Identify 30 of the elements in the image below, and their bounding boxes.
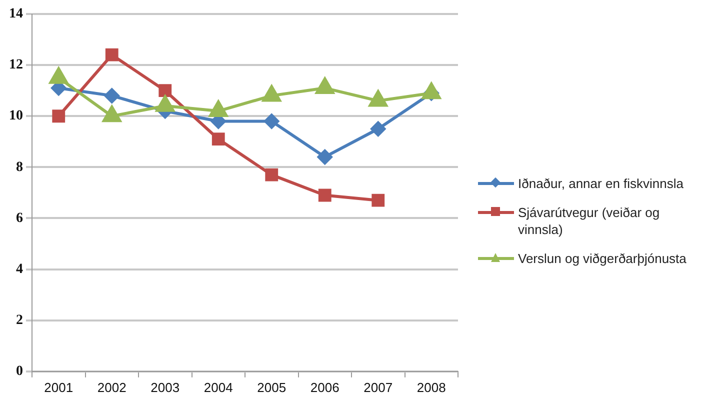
y-tick-label: 6 xyxy=(16,210,23,226)
y-tick-label: 8 xyxy=(16,160,23,175)
point xyxy=(370,121,386,136)
point xyxy=(212,132,225,146)
point xyxy=(317,149,332,164)
y-tick-label: 4 xyxy=(16,262,23,277)
x-tick-label: 2005 xyxy=(257,380,286,395)
x-tick-label: 2007 xyxy=(364,380,393,395)
point xyxy=(318,188,332,202)
y-tick-label: 0 xyxy=(16,364,23,380)
legend-label: Verslun og viðgerðarþjónusta xyxy=(518,250,688,267)
x-tick-label: 2002 xyxy=(97,380,126,395)
y-tick-label: 14 xyxy=(9,6,23,22)
x-tick-label: 2003 xyxy=(150,380,180,395)
y-tick-label: 10 xyxy=(9,108,23,124)
point xyxy=(372,194,385,207)
x-tick-label: 2006 xyxy=(310,380,340,395)
y-tick-label: 2 xyxy=(16,312,23,328)
x-tick-label: 2008 xyxy=(416,380,446,395)
point xyxy=(105,48,118,62)
x-tick-label: 2001 xyxy=(44,380,74,395)
point xyxy=(104,88,120,104)
point xyxy=(52,110,66,123)
point xyxy=(158,84,172,98)
x-tick-label: 2004 xyxy=(204,380,233,395)
point xyxy=(264,114,280,129)
point xyxy=(265,168,278,182)
legend-label: Sjávarútvegur (veiðar og vinnsla) xyxy=(518,204,661,238)
legend-label: Iðnaður, annar en fiskvinnsla xyxy=(518,175,684,192)
y-tick-label: 12 xyxy=(9,58,23,73)
